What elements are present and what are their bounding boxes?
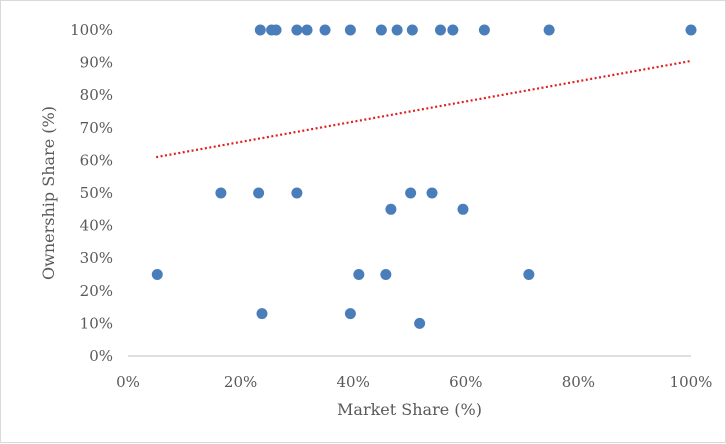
data-points [151,24,697,329]
data-point [301,24,313,36]
data-point [256,308,268,320]
data-point [291,24,303,36]
y-tick-label: 30% [80,249,113,267]
data-point [319,24,331,36]
data-point [353,269,365,280]
trendline-path [155,59,692,159]
data-point [344,24,356,36]
y-tick-label: 40% [80,217,113,235]
data-point [414,317,426,329]
data-point [434,24,446,36]
data-point [523,269,535,280]
data-point [543,24,555,36]
data-point [215,187,227,199]
data-point [405,187,417,199]
y-tick-label: 60% [80,151,113,169]
data-point [385,203,397,215]
data-point [457,203,469,215]
x-tick-label: 60% [449,373,482,391]
y-tick-label: 90% [80,54,113,72]
y-tick-label: 100% [70,21,113,39]
y-tick-label: 80% [80,86,113,104]
data-point [254,24,266,36]
y-tick-label: 20% [80,282,113,300]
x-tick-label: 100% [670,373,713,391]
data-point [478,24,490,36]
y-tick-label: 50% [80,184,113,202]
x-tick-label: 40% [337,373,370,391]
data-point [151,269,163,280]
x-tick-label: 80% [562,373,595,391]
data-point [391,24,403,36]
data-point [426,187,438,199]
x-axis-title: Market Share (%) [337,400,482,419]
data-point [253,187,265,199]
data-point [380,269,392,280]
data-point [447,24,459,36]
data-point [685,24,697,36]
data-point [344,308,356,320]
trendline [155,59,692,159]
y-tick-label: 0% [89,347,113,365]
data-point [406,24,418,36]
data-point [270,24,282,36]
x-axis: 0% 20% 40% 60% 80% 100% [116,355,713,391]
data-point [375,24,387,36]
y-tick-label: 70% [80,119,113,137]
y-axis-title: Ownership Share (%) [39,106,58,280]
y-axis: 0% 10% 20% 30% 40% 50% 60% 70% 80% 90% 100% [70,21,113,365]
x-tick-label: 20% [224,373,257,391]
data-point [291,187,303,199]
y-tick-label: 10% [80,314,113,332]
x-tick-label: 0% [116,373,140,391]
